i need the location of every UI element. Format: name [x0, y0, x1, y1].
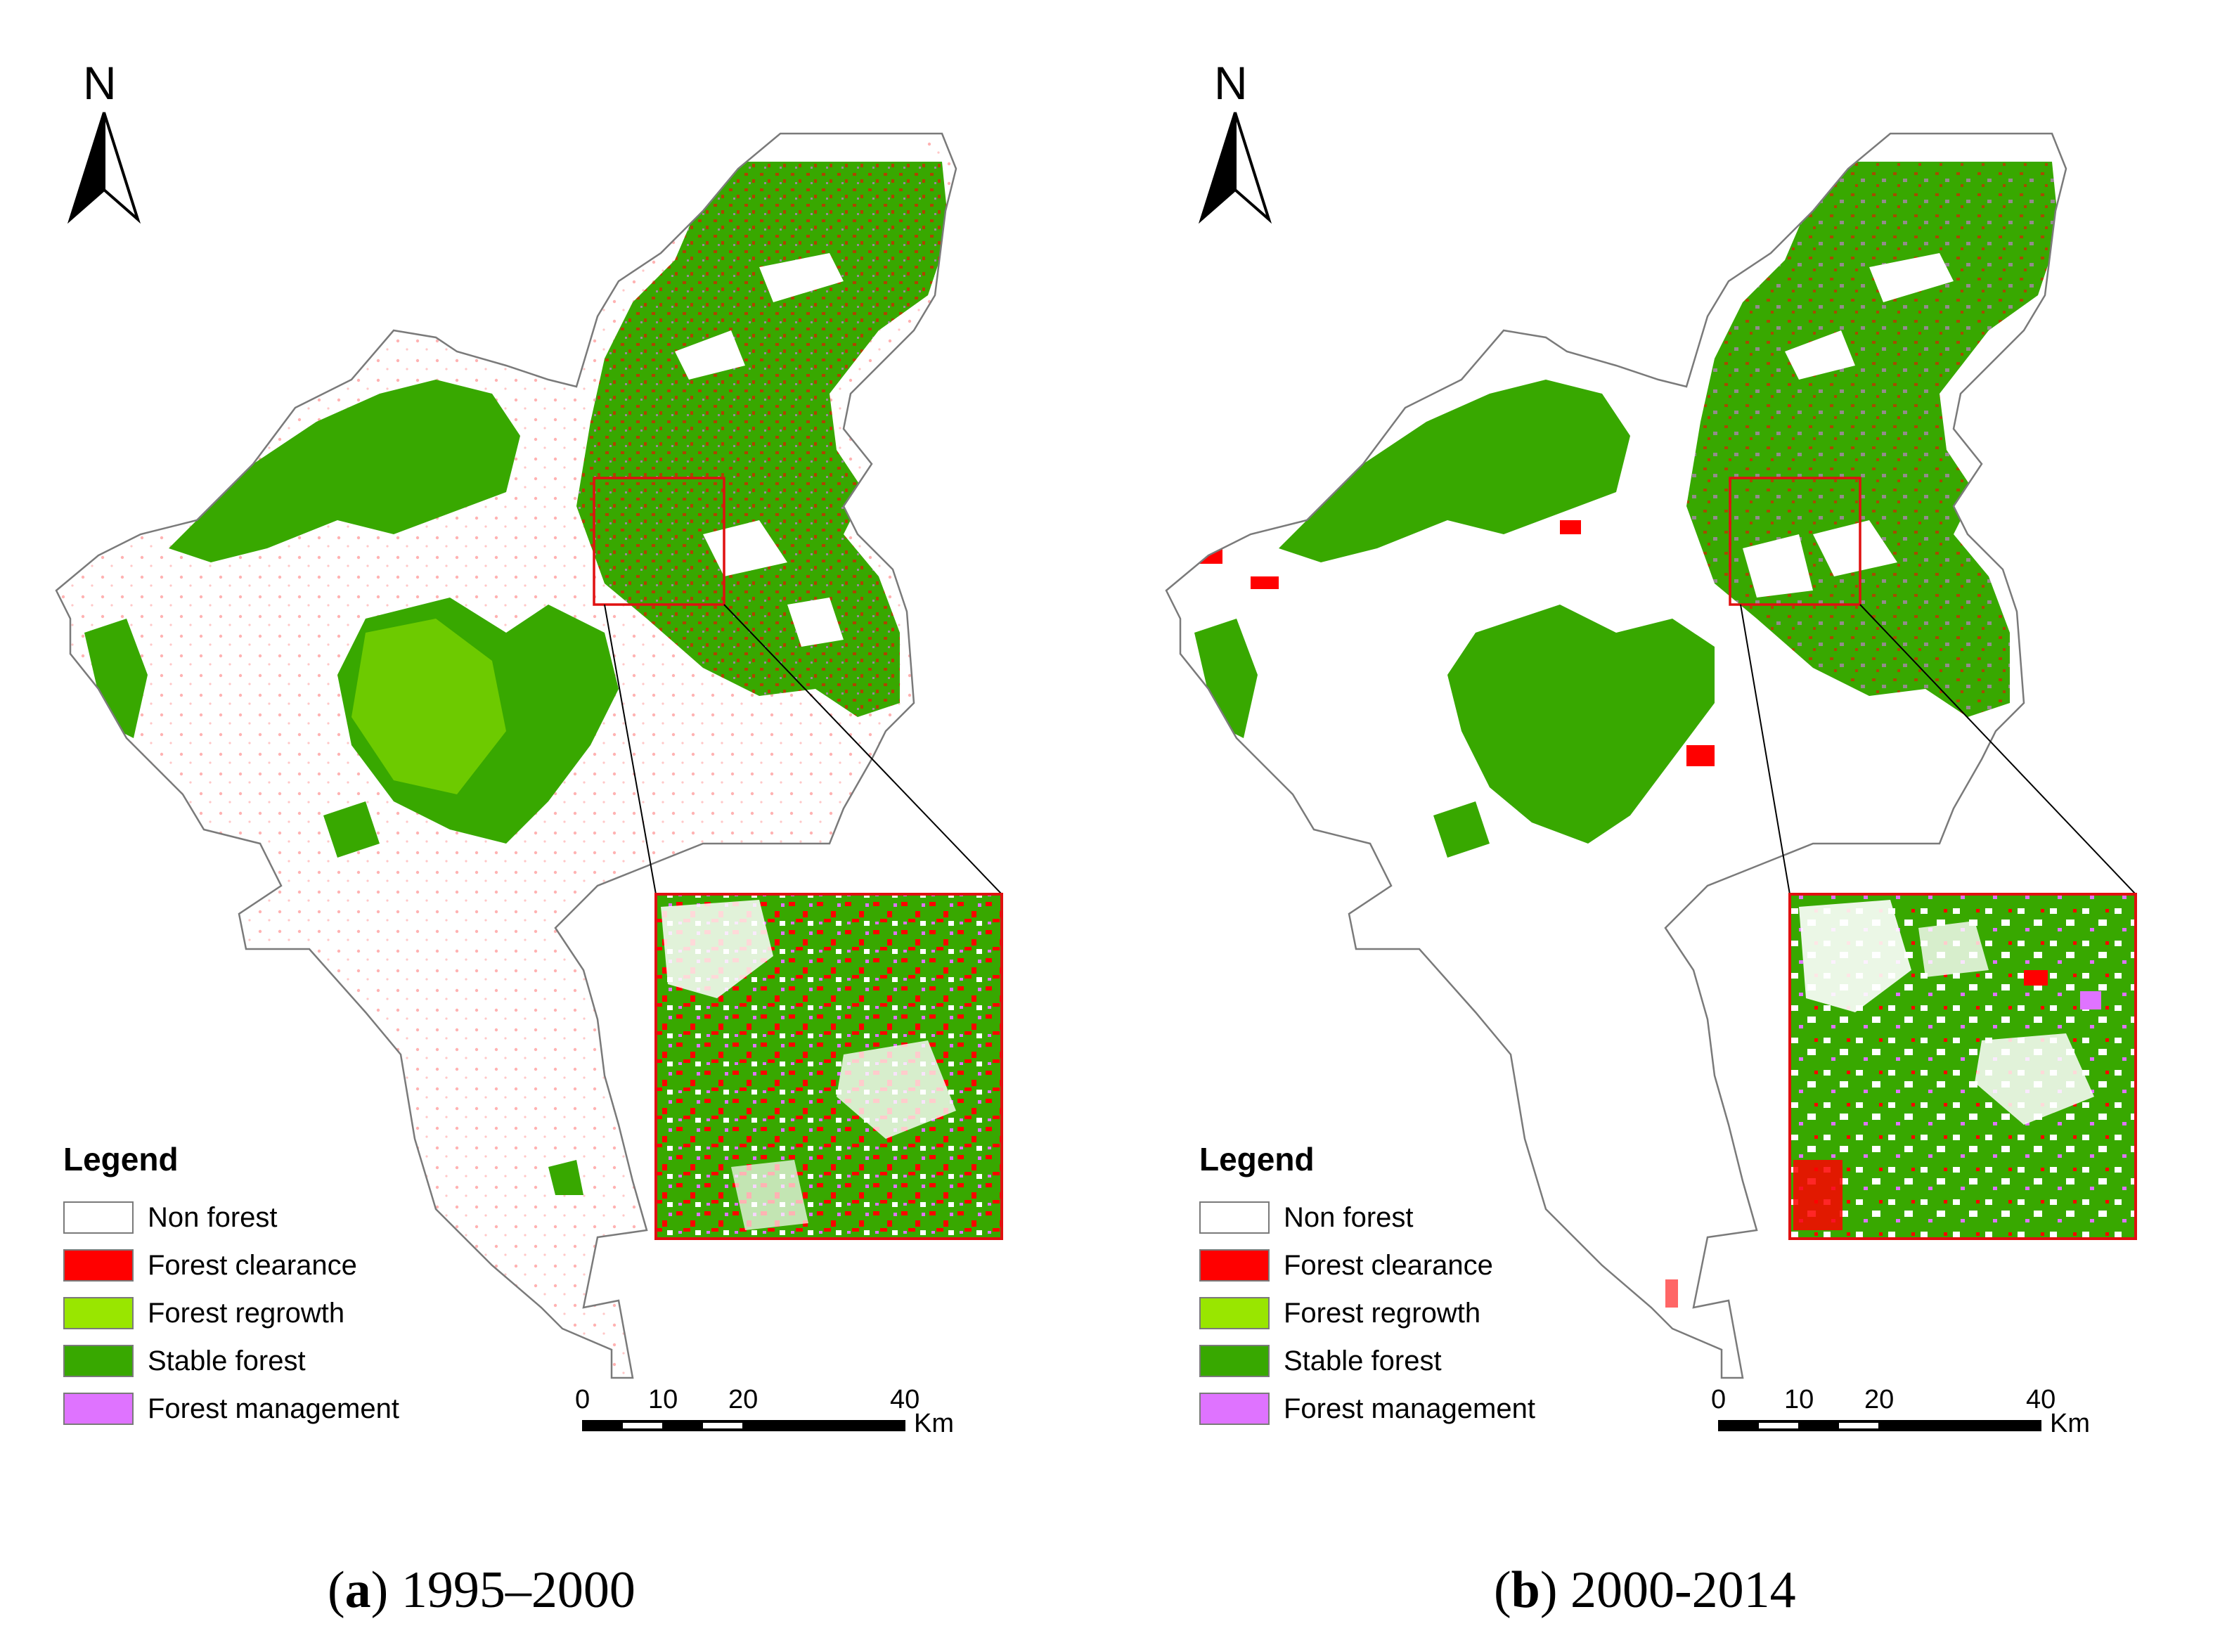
caption-period: 1995–2000: [401, 1561, 635, 1619]
legend-item-forest-regrowth: Forest regrowth: [1199, 1295, 1480, 1331]
inset-source-frame-a: [593, 477, 725, 606]
scale-tick-label: 40: [2026, 1385, 2056, 1414]
caption-a: (a) 1995–2000: [328, 1561, 635, 1619]
inset-connector-left-b: [1740, 604, 1790, 895]
legend-swatch: [63, 1345, 134, 1377]
legend-item-non-forest: Non forest: [63, 1199, 278, 1236]
legend-label: Forest regrowth: [148, 1297, 345, 1329]
legend-item-forest-management: Forest management: [63, 1390, 399, 1427]
scale-tick-label: 10: [648, 1385, 678, 1414]
legend-label: Forest clearance: [1284, 1249, 1493, 1281]
inset-connector-left-a: [604, 604, 657, 895]
scale-tick-label: 40: [890, 1385, 920, 1414]
north-arrow-icon: [1198, 112, 1272, 224]
map-panel-a: N Legend Non forest Forest clearance For…: [55, 57, 1003, 1619]
inset-connector-right-a: [723, 604, 1002, 895]
scale-tick-label: 20: [728, 1385, 759, 1414]
legend-label: Non forest: [148, 1201, 278, 1233]
legend-swatch: [1199, 1249, 1270, 1282]
legend-label: Forest management: [148, 1393, 399, 1424]
scale-unit: Km: [2050, 1409, 2090, 1438]
legend-swatch: [63, 1201, 134, 1234]
scale-tick-label: 20: [1864, 1385, 1895, 1414]
inset-zoom-b: [1788, 893, 2137, 1240]
legend-label: Forest clearance: [148, 1249, 357, 1281]
scale-bar-b: [1718, 1420, 2041, 1431]
map-canvas-b: [1165, 112, 2137, 1431]
legend-label: Forest regrowth: [1284, 1297, 1481, 1329]
legend-swatch: [63, 1297, 134, 1329]
caption-b: (b) 2000-2014: [1494, 1561, 1796, 1619]
map-panel-b: N Legend Non forest Forest clearance For…: [1110, 0, 2220, 1652]
caption-letter: b: [1511, 1561, 1540, 1619]
inset-source-frame-b: [1729, 477, 1861, 606]
inset-connector-right-b: [1859, 604, 2136, 895]
legend-item-forest-regrowth: Forest regrowth: [63, 1295, 344, 1331]
legend-item-stable-forest: Stable forest: [1199, 1343, 1442, 1379]
legend-item-forest-management: Forest management: [1199, 1390, 1535, 1427]
legend-label: Stable forest: [148, 1345, 306, 1376]
scale-tick-label: 0: [575, 1385, 591, 1414]
legend-item-forest-clearance: Forest clearance: [1199, 1247, 1493, 1284]
north-label: N: [83, 57, 117, 109]
caption-period: 2000-2014: [1570, 1561, 1796, 1619]
scale-tick-label: 10: [1784, 1385, 1814, 1414]
legend-swatch: [63, 1393, 134, 1425]
north-arrow-icon: [67, 112, 141, 224]
map-canvas-a: [55, 112, 1003, 1431]
legend-swatch: [1199, 1345, 1270, 1377]
legend-title: Legend: [63, 1141, 179, 1177]
legend-swatch: [1199, 1201, 1270, 1234]
legend-label: Stable forest: [1284, 1345, 1442, 1376]
north-label: N: [1214, 57, 1248, 109]
scale-unit: Km: [914, 1409, 954, 1438]
legend-swatch: [1199, 1393, 1270, 1425]
legend-item-stable-forest: Stable forest: [63, 1343, 306, 1379]
legend-label: Non forest: [1284, 1201, 1414, 1233]
legend-item-non-forest: Non forest: [1199, 1199, 1414, 1236]
legend-label: Forest management: [1284, 1393, 1535, 1424]
landcover-b: [1180, 162, 2059, 1308]
caption-letter: a: [344, 1561, 371, 1619]
inset-zoom-a: [654, 893, 1003, 1240]
scale-bar-a: [582, 1420, 905, 1431]
legend-item-forest-clearance: Forest clearance: [63, 1247, 357, 1284]
legend-title: Legend: [1199, 1141, 1315, 1177]
legend-swatch: [63, 1249, 134, 1282]
legend-swatch: [1199, 1297, 1270, 1329]
scale-tick-label: 0: [1711, 1385, 1727, 1414]
